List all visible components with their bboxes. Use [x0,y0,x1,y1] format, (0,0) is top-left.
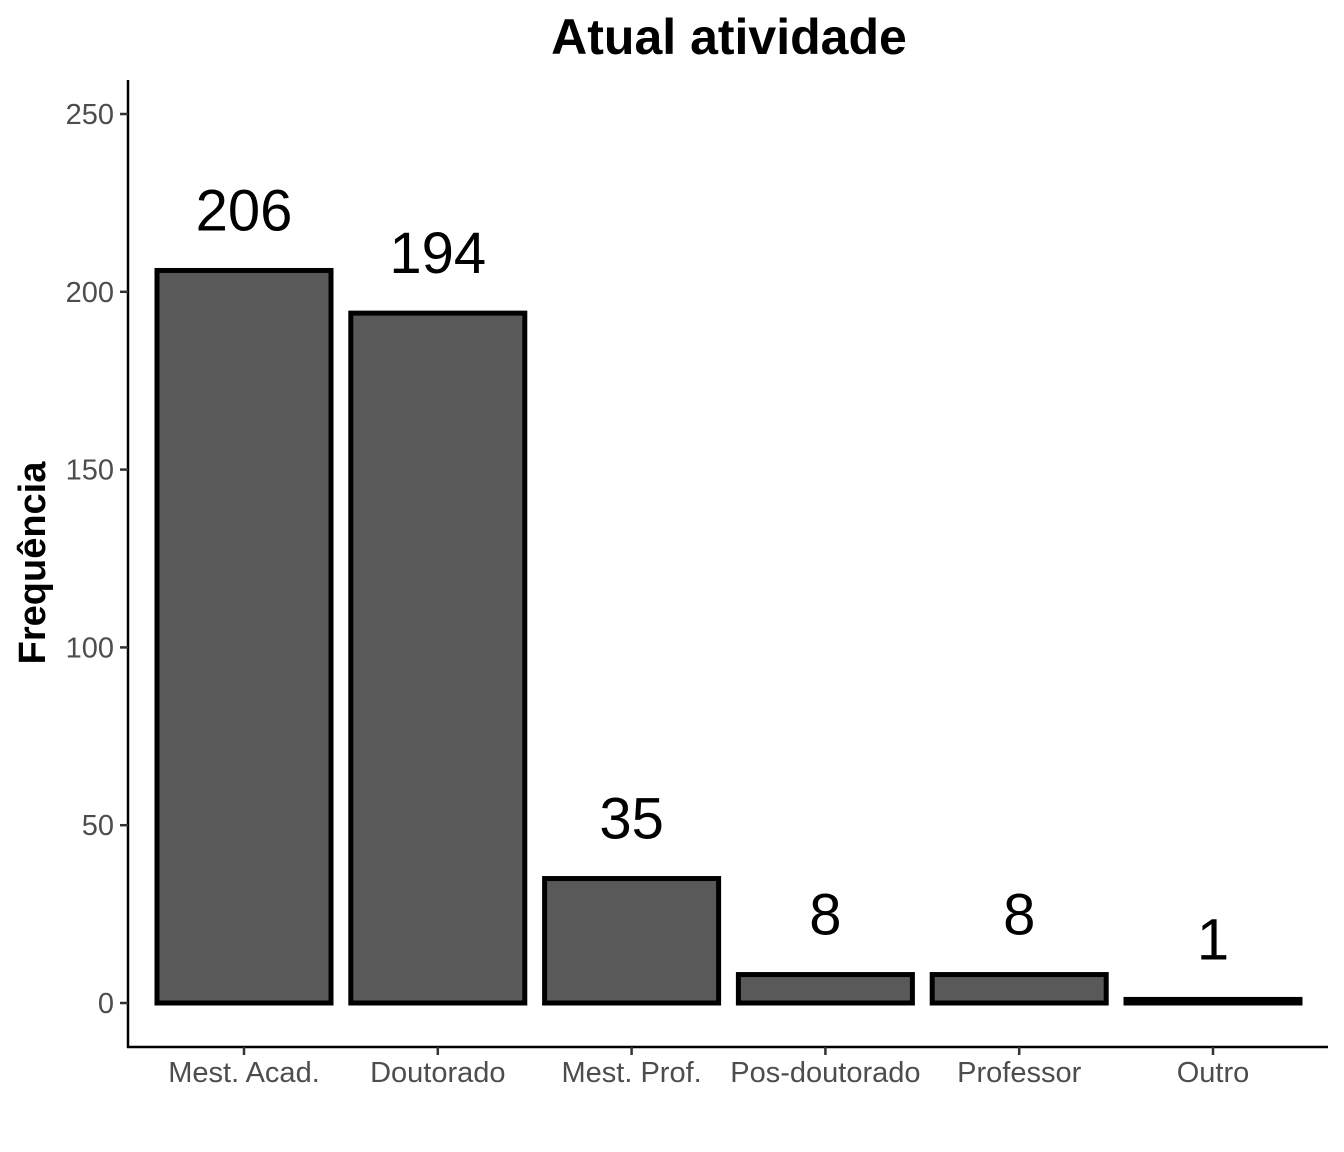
data-label-0: 206 [196,178,293,243]
x-tick-label-2: Mest. Prof. [561,1057,701,1089]
bar-2 [542,876,722,1006]
y-tick-label-2: 100 [66,632,114,664]
bars-layer [154,267,1303,1006]
bar-1 [348,310,528,1006]
y-tick-label-1: 50 [82,810,114,842]
bar-3 [735,972,915,1006]
data-label-1: 194 [389,221,486,286]
x-axis: Mest. Acad. Doutorado Mest. Prof. Pos-douto… [127,1045,1328,1089]
data-labels-layer: 206 194 35 8 8 1 [196,178,1230,972]
x-tick-label-0: Mest. Acad. [168,1057,320,1089]
chart-title: Atual atividade [551,9,907,65]
bar-5 [1123,996,1303,1006]
y-axis: 0 50 100 150 200 250 [66,80,130,1048]
data-label-3: 8 [809,883,841,948]
y-tick-label-5: 250 [66,99,114,131]
y-tick-label-4: 200 [66,277,114,309]
y-tick-label-3: 150 [66,455,114,487]
x-tick-label-5: Outro [1177,1057,1250,1089]
data-label-2: 35 [599,787,664,852]
y-axis-label: Frequência [12,461,54,665]
bar-0 [154,267,334,1006]
x-tick-label-3: Pos-doutorado [730,1057,920,1089]
data-label-5: 1 [1197,907,1229,972]
bar-4 [929,972,1109,1006]
y-tick-label-0: 0 [98,988,114,1020]
x-tick-label-1: Doutorado [370,1057,505,1089]
data-label-4: 8 [1003,883,1035,948]
x-tick-label-4: Professor [957,1057,1081,1089]
